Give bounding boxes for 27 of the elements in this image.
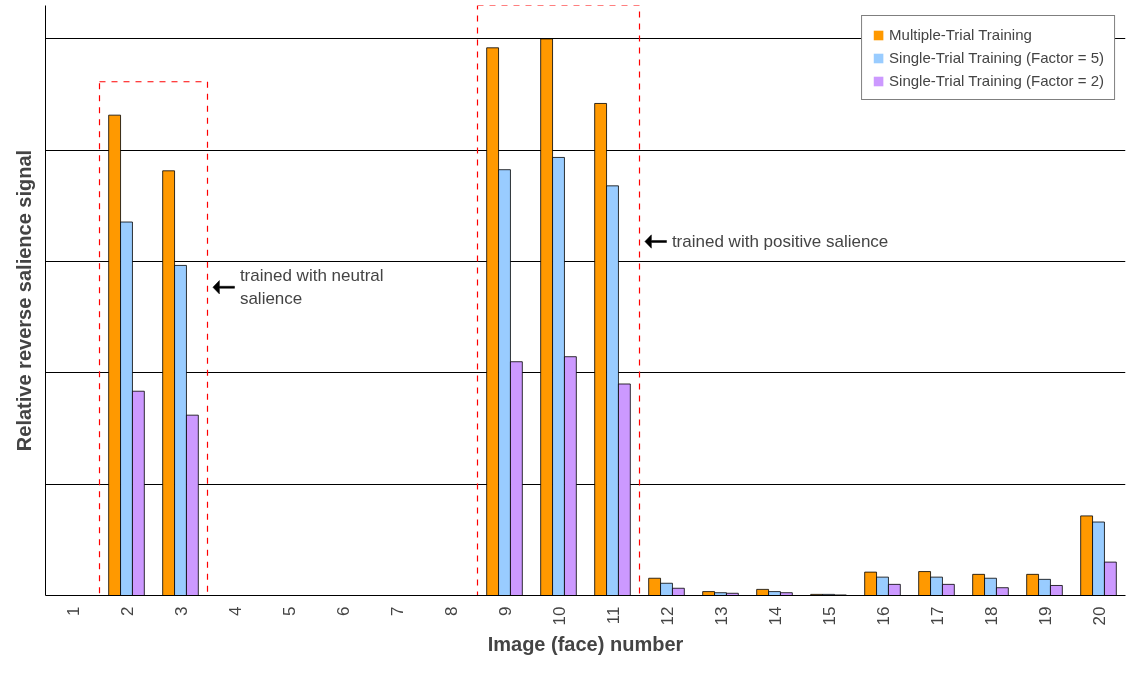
x-tick-label: 3 <box>171 606 191 616</box>
x-tick-label: 15 <box>819 606 839 626</box>
x-tick-label: 16 <box>873 606 893 626</box>
x-tick-label: 6 <box>333 606 353 616</box>
x-tick-label: 12 <box>657 606 677 626</box>
annotation: trained with neutral salience <box>239 266 384 309</box>
y-axis-title: Relative reverse salience signal <box>12 149 35 452</box>
x-tick-label: 13 <box>711 606 731 626</box>
x-tick-label: 14 <box>765 606 785 626</box>
x-tick-label: 18 <box>981 606 1001 626</box>
x-tick-label: 8 <box>441 606 461 616</box>
x-tick-label: 10 <box>549 606 569 626</box>
x-tick-label: 4 <box>225 606 245 616</box>
x-tick-label: 7 <box>387 606 407 616</box>
x-tick-label: 9 <box>495 606 515 616</box>
x-tick-label: 17 <box>927 606 947 626</box>
legend-label: Single-Trial Training (Factor = 2) <box>889 72 1104 89</box>
x-tick-label: 11 <box>603 606 623 625</box>
annotation: trained with positive salience <box>671 232 889 251</box>
legend-label: Multiple-Trial Training <box>889 26 1032 43</box>
x-tick-label: 5 <box>279 606 299 616</box>
x-tick-label: 19 <box>1035 606 1055 626</box>
x-tick-label: 1 <box>63 606 83 616</box>
legend-label: Single-Trial Training (Factor = 5) <box>889 49 1104 66</box>
x-tick-label: 20 <box>1089 606 1109 626</box>
x-axis-title: Image (face) number <box>487 633 684 656</box>
x-tick-label: 2 <box>117 606 137 616</box>
